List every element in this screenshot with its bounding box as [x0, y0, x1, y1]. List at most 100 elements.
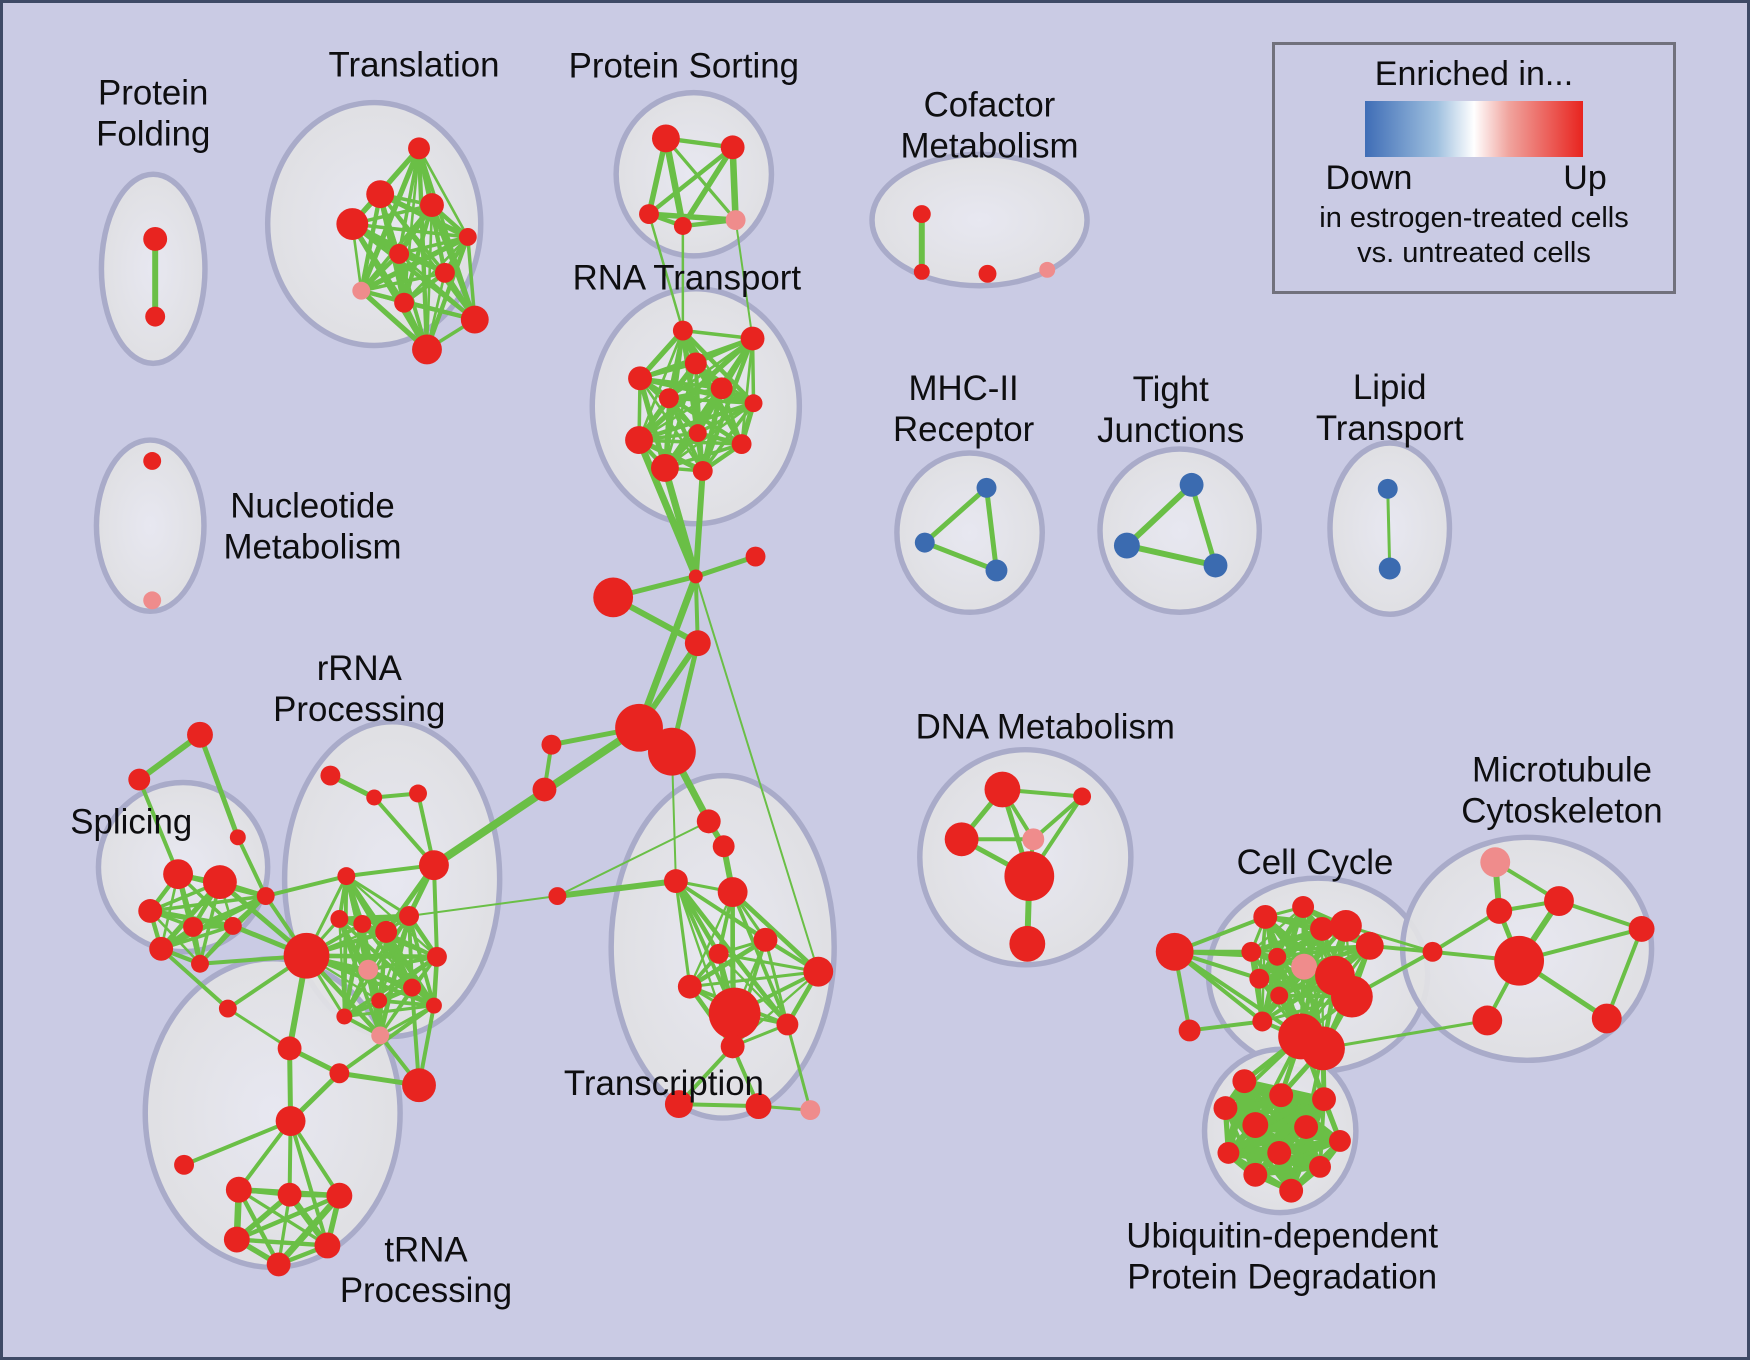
node-ub9: [1267, 1140, 1292, 1165]
node-tp10: [314, 1232, 341, 1259]
mesh-edge-transcription-core-mesh: [688, 970, 820, 989]
node-tp9: [223, 1226, 250, 1253]
node-tr13: [745, 1093, 772, 1120]
node-rr4: [419, 850, 449, 881]
node-cc2: [1178, 1019, 1201, 1042]
legend-title: Enriched in...: [1374, 55, 1574, 93]
cluster-label-cofactor-metabolism-line1: Cofactor: [924, 85, 1056, 124]
legend-box: Enriched in... Down Up in estrogen-treat…: [1272, 42, 1676, 294]
node-tp11: [266, 1252, 291, 1277]
mesh-edge-translation-mesh: [359, 271, 447, 293]
cluster-label-protein-sorting-line1: Protein Sorting: [569, 47, 799, 86]
node-rr18: [371, 1026, 390, 1045]
node-ub11: [1243, 1162, 1268, 1187]
legend-down-label: Down: [1325, 159, 1413, 197]
edge-cc1-cc16: [1172, 949, 1304, 1039]
cluster-label-protein-folding-line1: Protein: [98, 74, 208, 113]
node-ub2: [1269, 1083, 1294, 1108]
node-tp6: [225, 1176, 252, 1203]
cluster-label-mhc-ii-receptor-line2: Receptor: [893, 410, 1035, 449]
mesh-edge-transcription-core-mesh: [688, 890, 734, 988]
node-st1: [187, 721, 213, 748]
node-mc7: [1591, 1003, 1622, 1034]
node-rt12: [692, 460, 713, 481]
node-rr8: [353, 914, 372, 933]
node-ub8: [1217, 1141, 1240, 1164]
node-rt7: [744, 394, 763, 413]
node-cc9: [1268, 947, 1287, 966]
node-ub3: [1213, 1096, 1238, 1121]
cluster-label-cofactor-metabolism-line2: Metabolism: [900, 126, 1078, 165]
node-cc1: [1155, 932, 1194, 971]
cluster-label-microtubule-cytoskeleton-line1: Microtubule: [1472, 751, 1652, 790]
node-rr6: [283, 932, 330, 979]
mesh-edge-transcription-core-mesh: [717, 952, 789, 1026]
cluster-label-microtubule-cytoskeleton-line2: Cytoskeleton: [1461, 791, 1662, 830]
node-st2: [128, 768, 151, 791]
legend-condition-line2: vs. untreated cells: [1357, 237, 1591, 269]
node-cc14: [1330, 975, 1373, 1018]
node-rr13: [426, 946, 447, 967]
node-cc5: [1310, 916, 1334, 941]
node-lt1: [1377, 478, 1398, 499]
node-dm3: [944, 822, 979, 857]
node-sp3: [138, 899, 163, 923]
node-nm2: [143, 591, 162, 610]
node-t5: [458, 228, 477, 246]
edge-mh1-mh3: [984, 485, 999, 573]
node-ps3: [639, 204, 659, 225]
node-cc7: [1355, 931, 1384, 960]
mesh-edge-rrna-core-mesh: [338, 917, 346, 1018]
node-dm6: [1009, 925, 1046, 962]
cluster-ellipse-cofactor-metabolism: [869, 151, 1090, 289]
edge-tp4-tp5: [182, 1119, 293, 1167]
mesh-edge-translation-mesh: [358, 234, 471, 294]
mesh-edge-rna-transport-mesh: [740, 337, 754, 446]
mesh-edge-cell-cycle-core-mesh: [1250, 905, 1305, 953]
node-rt2: [740, 326, 765, 351]
node-cc17: [1301, 1026, 1345, 1071]
mesh-edge-rrna-core-mesh: [377, 998, 436, 1008]
node-ps2: [720, 135, 745, 160]
node-tj1: [1179, 472, 1204, 497]
mesh-edge-translation-mesh: [424, 234, 470, 352]
edge-mc6-mc7: [1604, 926, 1644, 1021]
cluster-label-transcription-line1: Transcription: [564, 1064, 764, 1103]
node-ub6: [1312, 1087, 1336, 1112]
node-t11: [412, 334, 442, 365]
node-cc11: [1249, 968, 1270, 989]
node-t1: [408, 137, 430, 160]
cluster-label-lipid-transport-line1: Lipid: [1353, 368, 1427, 407]
cluster-label-translation-line1: Translation: [329, 46, 500, 85]
cluster-label-tight-junctions-line1: Tight: [1133, 370, 1209, 409]
edge-mc4-mc3: [1430, 908, 1502, 954]
cluster-ellipses: [93, 89, 1655, 1271]
node-cm2: [913, 263, 930, 280]
node-tr5: [753, 927, 778, 952]
mesh-edge-translation-mesh: [350, 222, 470, 239]
edge-sp5-sp8: [159, 946, 230, 1011]
node-tr6: [708, 943, 729, 964]
node-cc8: [1241, 941, 1262, 962]
node-cm3: [978, 264, 997, 283]
cluster-label-cell-cycle-line1: Cell Cycle: [1237, 843, 1394, 882]
mesh-edge-rrna-core-mesh: [342, 921, 365, 1019]
node-sp1: [163, 859, 194, 890]
node-rr7: [330, 909, 349, 928]
node-cn1: [745, 546, 766, 567]
mesh-edge-trna-heptagon-mesh: [234, 1237, 330, 1248]
node-ub4: [1242, 1112, 1269, 1138]
mesh-edge-translation-mesh: [397, 252, 477, 321]
node-hub2: [648, 727, 696, 776]
mesh-edge-translation-mesh: [358, 145, 422, 294]
mesh-edge-splicing-mesh: [148, 894, 268, 913]
edge-rt12-cj1: [692, 467, 706, 580]
edge-tj1-tj2: [1123, 481, 1195, 549]
edge-tj1-tj3: [1189, 482, 1218, 568]
edge-cj1-hub1: [635, 572, 700, 732]
mesh-edge-rrna-core-mesh: [379, 955, 439, 1037]
node-sp7: [191, 954, 209, 973]
edge-ps3-rt1: [647, 212, 685, 332]
node-mc2: [1544, 886, 1574, 916]
cluster-label-protein-folding-line2: Folding: [96, 114, 210, 153]
